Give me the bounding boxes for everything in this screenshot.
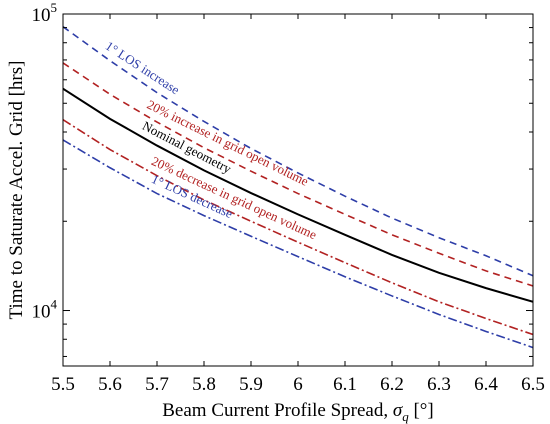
- x-tick-label: 6.1: [333, 374, 357, 395]
- y-tick-exponent: 5: [51, 0, 58, 15]
- series-line-3: [63, 119, 533, 336]
- x-tick-label: 5.5: [51, 374, 75, 395]
- x-tick-label: 5.6: [98, 374, 122, 395]
- x-axis-label: Beam Current Profile Spread, σq [°]: [162, 400, 433, 424]
- y-tick-exponent: 4: [51, 297, 58, 312]
- y-tick-base: 10: [32, 302, 51, 323]
- x-axis-unit: [°]: [409, 400, 434, 421]
- y-tick-base: 10: [32, 5, 51, 26]
- x-tick-label: 6.2: [380, 374, 404, 395]
- x-axis-subscript: q: [402, 409, 409, 424]
- x-axis-symbol: σ: [393, 400, 403, 421]
- x-tick-label: 6: [293, 374, 303, 395]
- series-line-0: [63, 26, 533, 277]
- x-tick-label: 5.9: [239, 374, 263, 395]
- x-tick-label: 5.8: [192, 374, 216, 395]
- series-layer: [63, 26, 533, 349]
- x-axis-label-text: Beam Current Profile Spread,: [162, 400, 393, 421]
- y-tick-label: 105: [32, 0, 58, 26]
- x-tick-label: 6.5: [521, 374, 545, 395]
- series-line-4: [63, 139, 533, 349]
- y-tick-label: 104: [32, 297, 58, 323]
- series-line-2: [63, 87, 533, 303]
- series-line-1: [63, 62, 533, 287]
- x-tick-label: 6.3: [427, 374, 451, 395]
- curve-label-0: 1° LOS increase: [103, 38, 183, 97]
- x-tick-label: 5.7: [145, 374, 169, 395]
- x-tick-label: 6.4: [474, 374, 498, 395]
- y-axis-label: Time to Saturate Accel. Grid [hrs]: [6, 61, 27, 320]
